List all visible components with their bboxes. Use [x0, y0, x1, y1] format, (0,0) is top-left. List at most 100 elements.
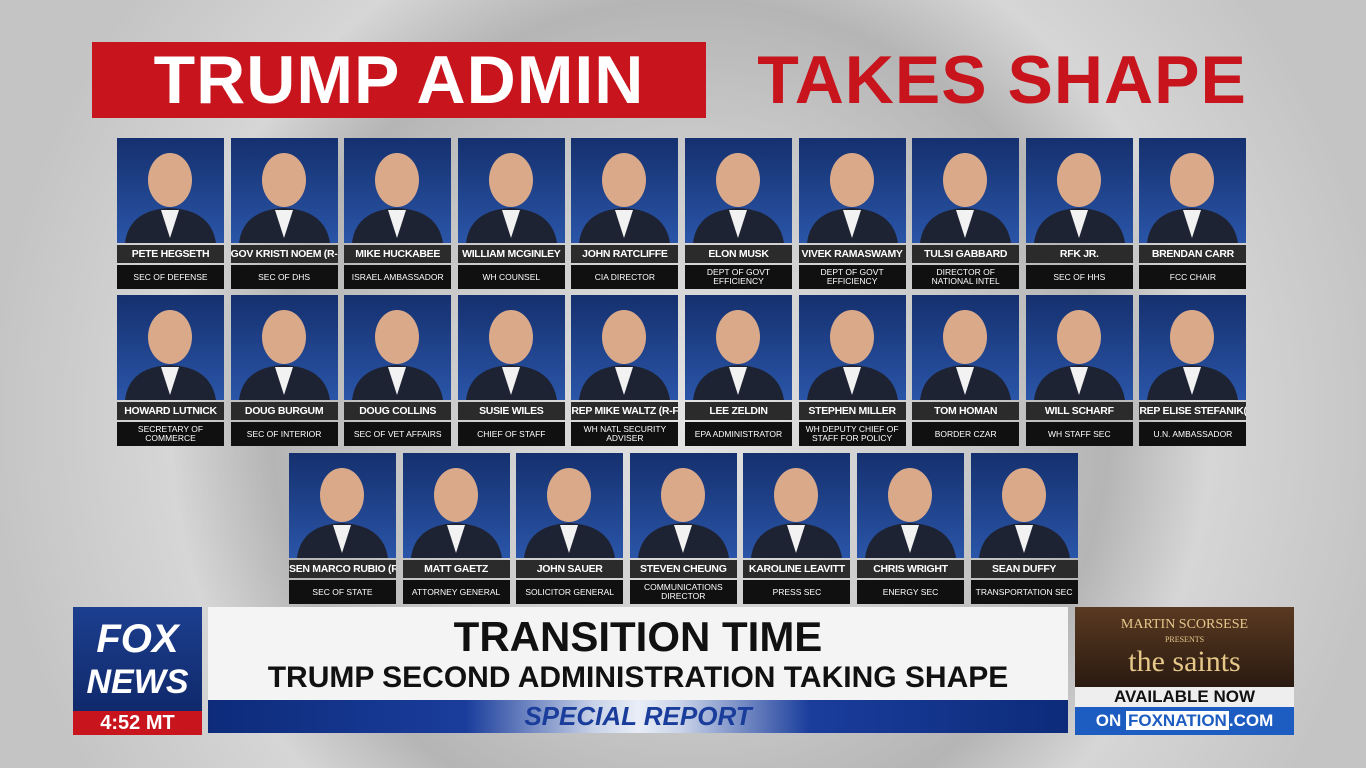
- portrait-silhouette: [579, 310, 671, 400]
- person-name: RFK JR.: [1025, 245, 1133, 263]
- portrait-silhouette: [238, 310, 330, 400]
- person-role: ISRAEL AMBASSADOR: [344, 265, 452, 289]
- person-card: DOUG COLLINS SEC OF VET AFFAIRS: [344, 295, 452, 446]
- person-name: REP ELISE STEFANIK(R-NY): [1139, 402, 1247, 420]
- person-card: WILL SCHARF WH STAFF SEC: [1025, 295, 1133, 446]
- ad-link: ON FOXNATION .COM: [1075, 707, 1294, 735]
- person-role: WH NATL SECURITY ADVISER: [571, 422, 679, 446]
- person-role: PRESS SEC: [743, 580, 851, 604]
- person-role: ENERGY SEC: [857, 580, 964, 604]
- person-card: HOWARD LUTNICK SECRETARY OF COMMERCE: [117, 295, 224, 446]
- portrait: [685, 295, 792, 400]
- ad-domain: .COM: [1228, 711, 1274, 730]
- person-card: SUSIE WILES CHIEF OF STAFF: [457, 295, 565, 446]
- person-card: TOM HOMAN BORDER CZAR: [912, 295, 1020, 446]
- title-left: TRUMP ADMIN: [153, 42, 645, 118]
- person-role: SOLICITOR GENERAL: [516, 580, 624, 604]
- title-right: TAKES SHAPE: [757, 42, 1247, 118]
- portrait: [230, 295, 338, 400]
- person-name: SUSIE WILES: [457, 402, 565, 420]
- person-name: STEVEN CHEUNG: [629, 560, 737, 578]
- portrait-silhouette: [297, 468, 388, 558]
- portrait-silhouette: [1033, 310, 1125, 400]
- person-role: ATTORNEY GENERAL: [402, 580, 510, 604]
- ad-brand: FOXNATION: [1125, 711, 1229, 730]
- portrait: [117, 138, 224, 243]
- person-role: DIRECTOR OF NATIONAL INTEL: [912, 265, 1020, 289]
- portrait: [743, 453, 851, 558]
- portrait-silhouette: [524, 468, 616, 558]
- portrait-silhouette: [920, 310, 1012, 400]
- person-role: TRANSPORTATION SEC: [970, 580, 1078, 604]
- portrait: [457, 295, 565, 400]
- person-role: CIA DIRECTOR: [571, 265, 679, 289]
- person-name: KAROLINE LEAVITT: [743, 560, 851, 578]
- person-card: MIKE HUCKABEE ISRAEL AMBASSADOR: [344, 138, 452, 289]
- person-name: SEAN DUFFY: [970, 560, 1078, 578]
- portrait: [912, 138, 1020, 243]
- person-card: JOHN RATCLIFFE CIA DIRECTOR: [571, 138, 679, 289]
- person-card: MATT GAETZ ATTORNEY GENERAL: [402, 453, 510, 604]
- portrait-silhouette: [465, 310, 557, 400]
- portrait-silhouette: [352, 310, 444, 400]
- portrait-silhouette: [751, 468, 843, 558]
- person-role: SEC OF INTERIOR: [230, 422, 338, 446]
- person-role: SEC OF STATE: [289, 580, 396, 604]
- person-name: WILLIAM MCGINLEY: [457, 245, 565, 263]
- person-role: SEC OF DEFENSE: [117, 265, 224, 289]
- person-role: SECRETARY OF COMMERCE: [117, 422, 224, 446]
- person-name: DOUG COLLINS: [344, 402, 452, 420]
- person-role: FCC CHAIR: [1139, 265, 1247, 289]
- portrait-silhouette: [637, 468, 729, 558]
- person-role: SEC OF HHS: [1025, 265, 1133, 289]
- logo-box: FOX NEWS 4:52 MT: [73, 607, 202, 735]
- subheadline: TRUMP SECOND ADMINISTRATION TAKING SHAPE: [267, 661, 1009, 694]
- logo-top: FOX: [96, 617, 179, 661]
- ad-on: ON: [1095, 711, 1122, 730]
- person-card: ELON MUSK DEPT OF GOVT EFFICIENCY: [685, 138, 792, 289]
- portrait: [857, 453, 964, 558]
- portrait: [117, 295, 224, 400]
- person-name: PETE HEGSETH: [117, 245, 224, 263]
- portrait-silhouette: [806, 153, 898, 243]
- headline: TRANSITION TIME: [453, 613, 823, 660]
- portrait: [571, 295, 679, 400]
- person-card: SEN MARCO RUBIO (R-FL) SEC OF STATE: [289, 453, 396, 604]
- person-role: WH STAFF SEC: [1025, 422, 1133, 446]
- portrait: [457, 138, 565, 243]
- person-role: COMMUNICATIONS DIRECTOR: [629, 580, 737, 604]
- person-card: RFK JR. SEC OF HHS: [1025, 138, 1133, 289]
- banner: SPECIAL REPORT: [208, 700, 1068, 733]
- portrait: [230, 138, 338, 243]
- portrait: [516, 453, 624, 558]
- banner-text: SPECIAL REPORT: [524, 701, 752, 731]
- ad-box: MARTIN SCORSESE PRESENTS the saints AVAI…: [1075, 607, 1294, 735]
- portrait: [1139, 138, 1247, 243]
- ad-presents: PRESENTS: [1164, 635, 1205, 644]
- ad-title: the saints: [1128, 645, 1241, 678]
- person-name: TOM HOMAN: [912, 402, 1020, 420]
- portrait-silhouette: [1033, 153, 1125, 243]
- portrait: [344, 138, 452, 243]
- person-card: WILLIAM MCGINLEY WH COUNSEL: [457, 138, 565, 289]
- person-card: GOV KRISTI NOEM (R-SD) SEC OF DHS: [230, 138, 338, 289]
- person-role: WH DEPUTY CHIEF OF STAFF FOR POLICY: [798, 422, 906, 446]
- portrait: [1139, 295, 1247, 400]
- portrait: [289, 453, 396, 558]
- person-role: U.N. AMBASSADOR: [1139, 422, 1247, 446]
- portrait: [685, 138, 792, 243]
- person-card: DOUG BURGUM SEC OF INTERIOR: [230, 295, 338, 446]
- person-role: SEC OF DHS: [230, 265, 338, 289]
- person-name: HOWARD LUTNICK: [117, 402, 224, 420]
- person-name: TULSI GABBARD: [912, 245, 1020, 263]
- person-card: SEAN DUFFY TRANSPORTATION SEC: [970, 453, 1078, 604]
- portrait: [629, 453, 737, 558]
- portrait: [402, 453, 510, 558]
- person-card: JOHN SAUER SOLICITOR GENERAL: [516, 453, 624, 604]
- person-name: STEPHEN MILLER: [798, 402, 906, 420]
- portrait: [970, 453, 1078, 558]
- person-name: CHRIS WRIGHT: [857, 560, 964, 578]
- person-name: ELON MUSK: [685, 245, 792, 263]
- portrait-silhouette: [125, 153, 216, 243]
